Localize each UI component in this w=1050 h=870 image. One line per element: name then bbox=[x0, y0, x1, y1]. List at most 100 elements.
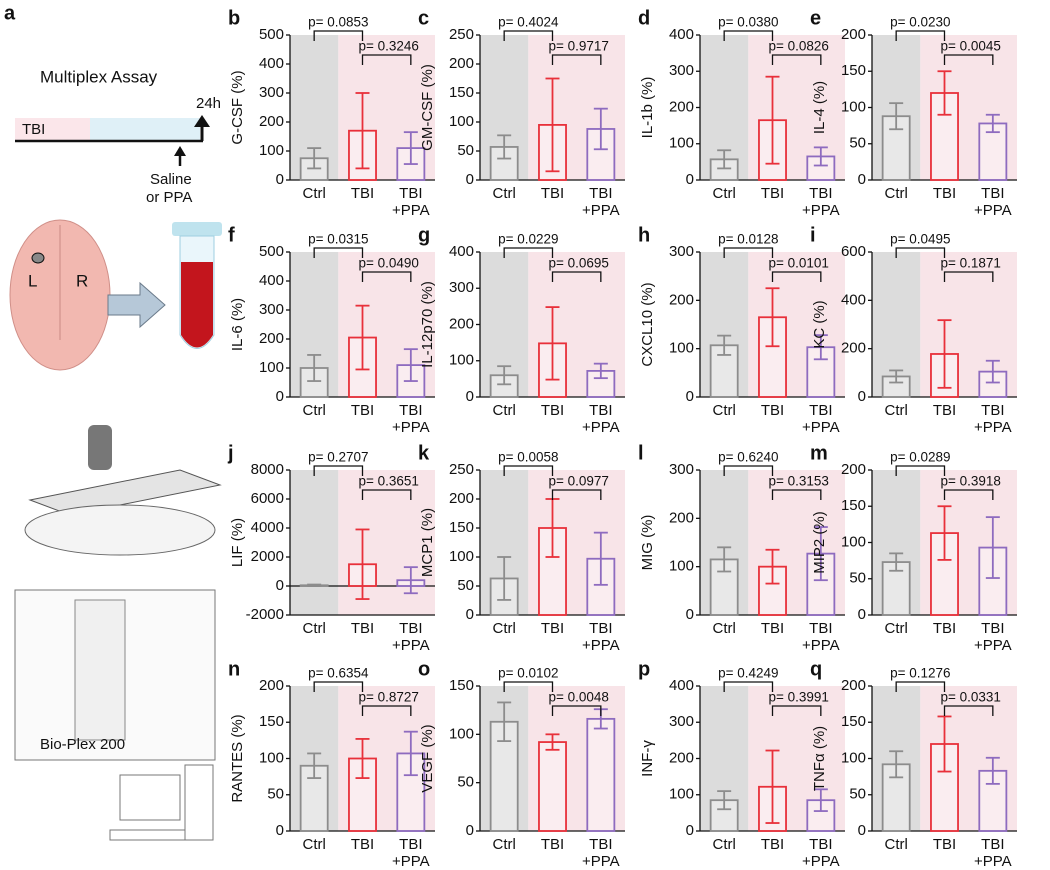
x-tick-label: Ctrl bbox=[713, 836, 736, 853]
significance-bracket bbox=[943, 54, 994, 65]
y-axis-label: IL-6 (%) bbox=[229, 298, 246, 351]
p-value: p= 0.0230 bbox=[890, 15, 950, 30]
y-tick-label: 100 bbox=[669, 340, 694, 357]
y-tick-label: 200 bbox=[841, 677, 866, 694]
y-tick-label: 100 bbox=[449, 113, 474, 130]
x-tick-label: Ctrl bbox=[713, 620, 736, 637]
significance-bracket bbox=[503, 681, 554, 692]
significance-bracket bbox=[943, 271, 994, 282]
y-tick-label: 150 bbox=[449, 677, 474, 694]
x-tick-label: TBI +PPA bbox=[802, 185, 840, 219]
x-tick-label: TBI bbox=[761, 185, 784, 202]
y-tick-label: -2000 bbox=[246, 606, 284, 623]
control-shade bbox=[290, 470, 339, 615]
time-label: 24h bbox=[196, 95, 221, 112]
x-tick-label: Ctrl bbox=[713, 402, 736, 419]
bar-chart: d IL-1b (%) 0 100 200 300 400 Ctrl TBI TBI +PPA p= … bbox=[638, 7, 845, 219]
y-axis-label: IL-4 (%) bbox=[811, 81, 828, 134]
p-value: p= 0.0048 bbox=[549, 690, 609, 705]
x-tick-label: Ctrl bbox=[885, 836, 908, 853]
significance-bracket bbox=[723, 247, 774, 258]
bar-chart: f IL-6 (%) 0 100 200 300 400 500 Ctrl TBI TBI +PPA p… bbox=[228, 224, 435, 436]
y-tick-label: 50 bbox=[849, 135, 866, 152]
p-value: p= 0.0128 bbox=[718, 232, 778, 247]
y-tick-label: 50 bbox=[457, 577, 474, 594]
p-value: p= 0.0315 bbox=[308, 232, 368, 247]
y-tick-label: 200 bbox=[841, 461, 866, 478]
y-tick-label: 0 bbox=[466, 388, 474, 405]
bar-chart: b G-CSF (%) 0 100 200 300 400 500 Ctrl TBI TBI +PPA… bbox=[228, 7, 435, 219]
x-tick-label: TBI +PPA bbox=[392, 620, 430, 654]
x-tick-label: TBI +PPA bbox=[582, 185, 620, 219]
x-tick-label: TBI bbox=[933, 620, 956, 637]
bar bbox=[489, 146, 519, 181]
x-tick-label: TBI bbox=[541, 620, 564, 637]
p-value: p= 0.9717 bbox=[549, 39, 609, 54]
panel-letter: n bbox=[228, 658, 240, 680]
y-axis-label: KC (%) bbox=[811, 300, 828, 348]
panel-letter: p bbox=[638, 658, 650, 680]
x-tick-label: TBI bbox=[541, 836, 564, 853]
y-axis-label: TNFα (%) bbox=[811, 726, 828, 791]
y-tick-label: 200 bbox=[449, 490, 474, 507]
arrow bbox=[107, 281, 166, 329]
bar-chart: q TNFα (%) 0 50 100 150 200 Ctrl TBI TBI +PPA p= 0.… bbox=[810, 658, 1017, 870]
y-tick-label: 200 bbox=[669, 749, 694, 766]
y-tick-label: 50 bbox=[267, 786, 284, 803]
x-tick-label: TBI bbox=[761, 620, 784, 637]
y-tick-label: 0 bbox=[858, 606, 866, 623]
y-tick-label: 200 bbox=[841, 340, 866, 357]
y-tick-label: 600 bbox=[841, 243, 866, 260]
significance-bracket bbox=[551, 271, 602, 282]
significance-bracket bbox=[503, 30, 554, 41]
bar-chart: k MCP1 (%) 0 50 100 150 200 250 Ctrl TBI TBI +PPA p=… bbox=[418, 442, 625, 654]
y-tick-label: 150 bbox=[259, 713, 284, 730]
bar-chart: e IL-4 (%) 0 50 100 150 200 Ctrl TBI TBI +PPA p= 0.… bbox=[810, 7, 1017, 219]
significance-bracket bbox=[723, 681, 774, 692]
x-tick-label: Ctrl bbox=[303, 836, 326, 853]
significance-bracket bbox=[361, 54, 412, 65]
y-tick-label: 200 bbox=[669, 509, 694, 526]
significance-bracket bbox=[895, 681, 946, 692]
y-axis-label: G-CSF (%) bbox=[229, 70, 246, 144]
significance-bracket bbox=[771, 705, 822, 716]
x-tick-label: Ctrl bbox=[885, 402, 908, 419]
arrow-head bbox=[194, 115, 210, 127]
panel-letter: d bbox=[638, 7, 650, 29]
x-tick-label: TBI +PPA bbox=[802, 620, 840, 654]
significance-bracket bbox=[503, 465, 554, 476]
control-shade bbox=[700, 252, 749, 397]
control-shade bbox=[872, 470, 921, 615]
y-tick-label: 200 bbox=[259, 677, 284, 694]
x-tick-label: Ctrl bbox=[493, 836, 516, 853]
x-tick-label: TBI +PPA bbox=[582, 836, 620, 870]
significance-bracket bbox=[503, 247, 554, 258]
injury-shade bbox=[338, 470, 435, 615]
y-tick-label: 300 bbox=[259, 84, 284, 101]
panel-letter: q bbox=[810, 658, 822, 680]
y-tick-label: 250 bbox=[449, 461, 474, 478]
bar bbox=[586, 128, 616, 181]
y-axis-label: MCP1 (%) bbox=[419, 508, 436, 577]
bar-chart: h CXCL10 (%) 0 100 200 300 Ctrl TBI TBI +PPA p= 0.… bbox=[638, 224, 845, 436]
bar bbox=[538, 741, 567, 832]
y-tick-label: 100 bbox=[841, 749, 866, 766]
bar-chart: m MIP2 (%) 0 50 100 150 200 Ctrl TBI TBI +PPA p= 0.… bbox=[810, 442, 1017, 654]
y-tick-label: 0 bbox=[686, 606, 694, 623]
p-value: p= 0.0495 bbox=[890, 232, 950, 247]
y-tick-label: 100 bbox=[841, 533, 866, 550]
y-tick-label: 2000 bbox=[251, 548, 284, 565]
y-tick-label: 0 bbox=[686, 171, 694, 188]
bar bbox=[299, 367, 329, 398]
panel-a: a Multiplex Assay TBI 24h Saline or PPA … bbox=[4, 2, 222, 841]
control-shade bbox=[700, 470, 749, 615]
y-axis-label: IL-12p70 (%) bbox=[419, 281, 436, 368]
significance-bracket bbox=[551, 705, 602, 716]
x-tick-label: Ctrl bbox=[303, 402, 326, 419]
y-tick-label: 200 bbox=[669, 98, 694, 115]
p-value: p= 0.3153 bbox=[769, 474, 829, 489]
y-tick-label: 400 bbox=[259, 55, 284, 72]
y-tick-label: 500 bbox=[259, 243, 284, 260]
x-tick-label: TBI +PPA bbox=[392, 185, 430, 219]
injury-shade bbox=[528, 686, 625, 831]
